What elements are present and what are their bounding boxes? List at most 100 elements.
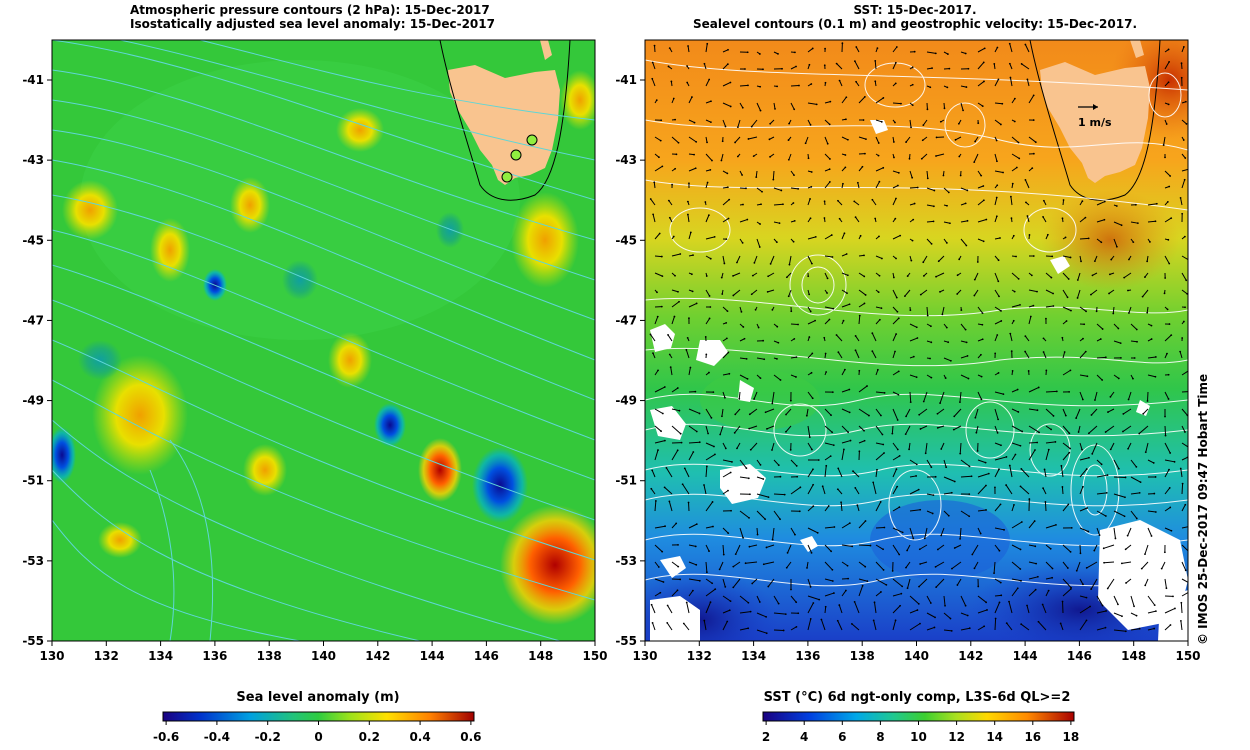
velocity-arrow xyxy=(935,561,945,568)
velocity-arrow xyxy=(771,391,775,404)
velocity-arrow-head xyxy=(941,313,944,316)
velocity-arrow-head xyxy=(836,488,839,491)
velocity-arrow xyxy=(1130,323,1138,330)
velocity-arrow-head xyxy=(1089,605,1091,608)
velocity-arrow xyxy=(671,425,682,435)
velocity-arrow-head xyxy=(1087,432,1090,435)
velocity-arrow-head xyxy=(1179,467,1182,470)
velocity-arrow-head xyxy=(725,238,728,241)
velocity-arrow-head xyxy=(1013,120,1016,123)
velocity-arrow-head xyxy=(667,199,670,202)
velocity-arrow-head xyxy=(1165,123,1168,125)
velocity-arrow-head xyxy=(985,601,988,604)
velocity-arrow-head xyxy=(759,377,762,380)
velocity-arrow-head xyxy=(1146,311,1149,314)
velocity-arrow-head xyxy=(726,186,729,189)
velocity-arrow-head xyxy=(688,317,690,320)
velocity-arrow xyxy=(1107,408,1115,413)
velocity-arrow-head xyxy=(1002,171,1004,174)
velocity-arrow-head xyxy=(1021,430,1024,433)
velocity-arrow xyxy=(892,455,900,461)
velocity-arrow xyxy=(923,391,928,402)
velocity-arrow-head xyxy=(913,50,916,53)
velocity-arrow xyxy=(790,356,797,359)
velocity-arrow xyxy=(666,622,673,631)
lat-tick-label: -53 xyxy=(615,554,637,568)
velocity-arrow-head xyxy=(891,432,894,435)
velocity-arrow-head xyxy=(649,333,652,336)
velocity-arrow-head xyxy=(1003,528,1005,531)
velocity-arrow xyxy=(1079,255,1082,262)
velocity-arrow-head xyxy=(905,566,907,569)
velocity-arrow-head xyxy=(929,602,932,604)
velocity-arrow-head xyxy=(1138,627,1141,630)
velocity-arrow-head xyxy=(732,565,735,568)
velocity-arrow-head xyxy=(1079,552,1082,555)
velocity-arrow-head xyxy=(672,235,675,238)
velocity-arrow-head xyxy=(663,386,666,388)
velocity-arrow xyxy=(1096,595,1103,606)
velocity-arrow xyxy=(960,612,968,616)
velocity-arrow xyxy=(755,170,758,178)
velocity-arrow xyxy=(926,220,934,223)
velocity-arrow-head xyxy=(973,161,976,164)
velocity-arrow xyxy=(872,482,877,495)
velocity-arrow-head xyxy=(759,223,761,225)
velocity-arrow-head xyxy=(1085,566,1088,569)
velocity-arrow-head xyxy=(1154,476,1157,478)
velocity-arrow xyxy=(977,199,985,206)
velocity-arrow-head xyxy=(708,550,710,552)
velocity-arrow-head xyxy=(949,617,952,620)
velocity-arrow-head xyxy=(883,391,886,394)
velocity-arrow-head xyxy=(771,308,774,311)
velocity-arrow xyxy=(770,255,775,265)
velocity-arrow-head xyxy=(935,155,937,157)
velocity-arrow-head xyxy=(959,401,961,404)
velocity-arrow-head xyxy=(1070,309,1072,312)
velocity-arrow-head xyxy=(1086,375,1089,378)
velocity-arrow-head xyxy=(703,62,706,65)
velocity-arrow xyxy=(1128,306,1132,314)
velocity-arrow xyxy=(909,489,919,495)
velocity-arrow-head xyxy=(1051,567,1054,570)
velocity-arrow xyxy=(977,170,982,176)
velocity-arrow xyxy=(749,408,758,415)
velocity-arrow-head xyxy=(1165,587,1168,590)
velocity-arrow xyxy=(1011,544,1021,550)
velocity-arrow-head xyxy=(1033,520,1036,522)
velocity-arrow xyxy=(753,255,758,264)
velocity-arrow xyxy=(841,303,850,308)
velocity-arrow-head xyxy=(1028,498,1031,500)
velocity-arrow-head xyxy=(677,141,680,144)
sst-colorbar: SST (°C) 6d ngt-only comp, L3S-6d QL>=2 … xyxy=(762,690,1079,744)
velocity-arrow-head xyxy=(881,257,883,260)
velocity-arrow-head xyxy=(750,125,753,128)
velocity-arrow-head xyxy=(1135,614,1138,617)
velocity-arrow-head xyxy=(896,419,899,421)
velocity-arrow-head xyxy=(999,123,1002,126)
velocity-arrow xyxy=(790,66,797,70)
velocity-arrow xyxy=(994,468,1000,478)
velocity-arrow-head xyxy=(742,536,744,539)
velocity-arrow-head xyxy=(758,53,761,55)
velocity-scale: 1 m/s xyxy=(1078,104,1112,129)
velocity-arrow xyxy=(1123,408,1132,415)
velocity-arrow xyxy=(722,490,729,495)
velocity-arrow-head xyxy=(897,370,900,373)
velocity-arrow xyxy=(671,561,679,568)
velocity-arrow xyxy=(837,468,843,478)
velocity-arrow-head xyxy=(876,47,879,50)
velocity-arrow-head xyxy=(1043,468,1046,471)
velocity-arrow-head xyxy=(738,397,741,400)
velocity-arrow-head xyxy=(935,136,938,139)
velocity-arrow-head xyxy=(729,81,732,84)
velocity-arrow xyxy=(1079,527,1089,532)
velocity-arrow-head xyxy=(795,376,797,378)
velocity-arrow-head xyxy=(844,166,847,169)
velocity-arrow xyxy=(807,469,814,478)
velocity-arrow-head xyxy=(1104,356,1107,359)
velocity-arrow-head xyxy=(1167,48,1170,51)
velocity-arrow xyxy=(875,561,884,571)
velocity-arrow-head xyxy=(703,619,706,622)
velocity-arrow xyxy=(960,187,968,191)
